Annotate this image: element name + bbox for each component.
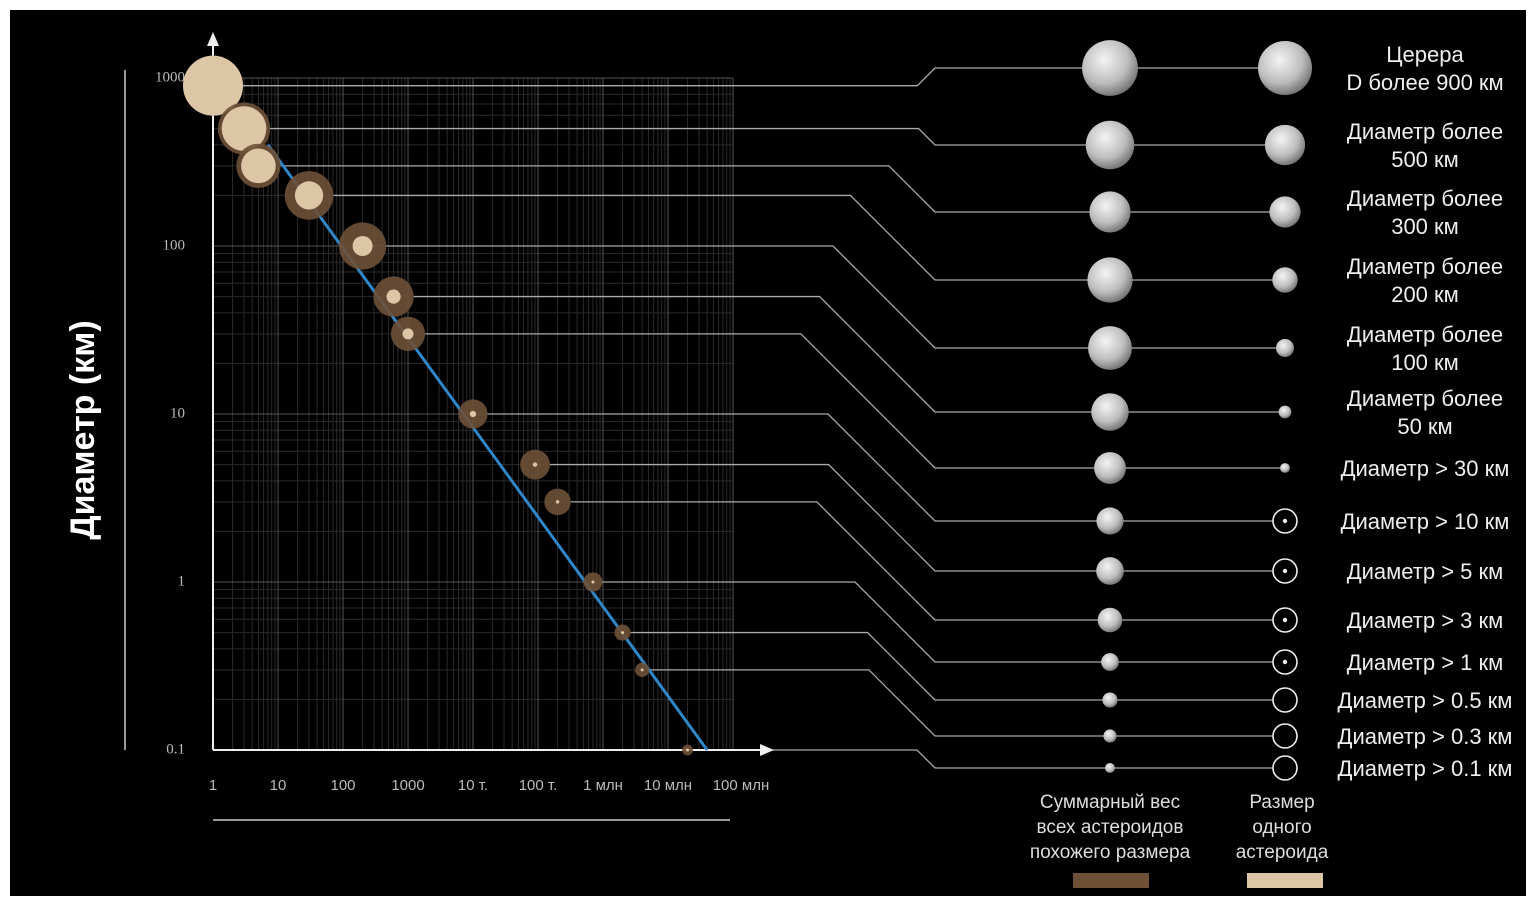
single-size-bubble [686,748,690,752]
y-axis-label: Диаметр (км) [64,320,102,539]
row-label: Диаметр более 100 км [1346,322,1504,375]
total-mass-icon [1082,40,1138,96]
single-size-icon [1278,405,1292,419]
total-mass-icon [1104,762,1116,774]
total-mass-icon [1097,607,1123,633]
x-tick-label: 10 т. [458,777,488,794]
y-tick-label: 1000 [155,69,185,85]
row-label: Диаметр > 0.5 км [1337,688,1513,713]
single-size-bubble [241,148,276,184]
single-size-icon [1264,124,1306,166]
y-tick-label: 10 [170,405,185,421]
single-size-dot [1282,568,1288,574]
total-mass-icon [1102,692,1118,708]
single-size-bubble [352,236,373,256]
row-label: Диаметр > 0.3 км [1337,724,1513,749]
y-axis-arrow [207,32,219,46]
total-mass-icon [1094,452,1126,484]
x-tick-label: 100 т. [519,777,558,794]
row-label: Диаметр > 0.1 км [1337,756,1513,781]
total-mass-icon [1087,257,1133,303]
single-size-icon [1272,687,1298,713]
single-size-dot [1282,617,1288,623]
row-label: Диаметр более 200 км [1346,254,1504,307]
single-size-icon [1276,339,1294,357]
single-size-bubble [294,181,324,210]
legend-swatch [1073,873,1149,888]
single-size-icon [1258,41,1312,95]
row-label: Диаметр более 500 км [1346,119,1504,172]
y-tick-label: 1 [178,573,186,589]
x-tick-label: 1 [209,777,217,794]
total-mass-icon [1101,653,1119,671]
row-label: Диаметр более 300 км [1346,186,1504,239]
total-mass-icon [1085,120,1135,170]
total-mass-icon [1091,393,1129,431]
single-size-icon [1272,755,1298,781]
row-label: Церера D более 900 км [1346,42,1504,95]
x-tick-label: 100 млн [713,777,770,794]
single-size-icon [1272,267,1298,293]
y-tick-label: 0.1 [166,741,185,757]
single-size-bubble [640,668,644,672]
single-size-bubble [402,328,414,340]
total-mass-icon [1089,191,1131,233]
total-mass-icon [1096,557,1124,585]
single-size-bubble [469,410,477,418]
row-label: Диаметр > 3 км [1346,608,1504,633]
y-tick-label: 100 [163,237,186,253]
single-size-dot [1282,659,1288,665]
legend-label: Суммарный вес всех астероидов похожего р… [1029,792,1191,863]
x-axis-arrow [760,744,774,756]
single-size-bubble [555,500,560,504]
x-tick-label: 10 млн [644,777,692,794]
single-size-bubble [591,580,595,584]
single-size-icon [1272,723,1298,749]
row-label: Диаметр > 5 км [1346,559,1504,584]
row-label: Диаметр > 1 км [1346,650,1504,675]
row-label: Диаметр > 10 км [1340,509,1510,534]
single-size-icon [1269,196,1301,228]
single-size-bubble [221,106,267,151]
x-tick-label: 1 млн [583,777,623,794]
single-size-dot [1282,518,1288,524]
single-size-icon [1280,463,1290,473]
legend-swatch [1247,873,1323,888]
total-mass-icon [1096,507,1124,535]
total-mass-icon [1088,326,1132,370]
x-tick-label: 10 [270,777,287,794]
row-label: Диаметр более 50 км [1346,386,1504,439]
single-size-bubble [386,289,401,304]
x-tick-label: 100 [330,777,355,794]
legend-label: Размер одного астероида [1235,792,1329,863]
single-size-bubble [532,462,538,467]
total-mass-icon [1103,729,1117,743]
row-label: Диаметр > 30 км [1340,456,1510,481]
single-size-bubble [621,631,625,635]
x-tick-label: 1000 [391,777,424,794]
single-size-bubble [183,55,243,116]
